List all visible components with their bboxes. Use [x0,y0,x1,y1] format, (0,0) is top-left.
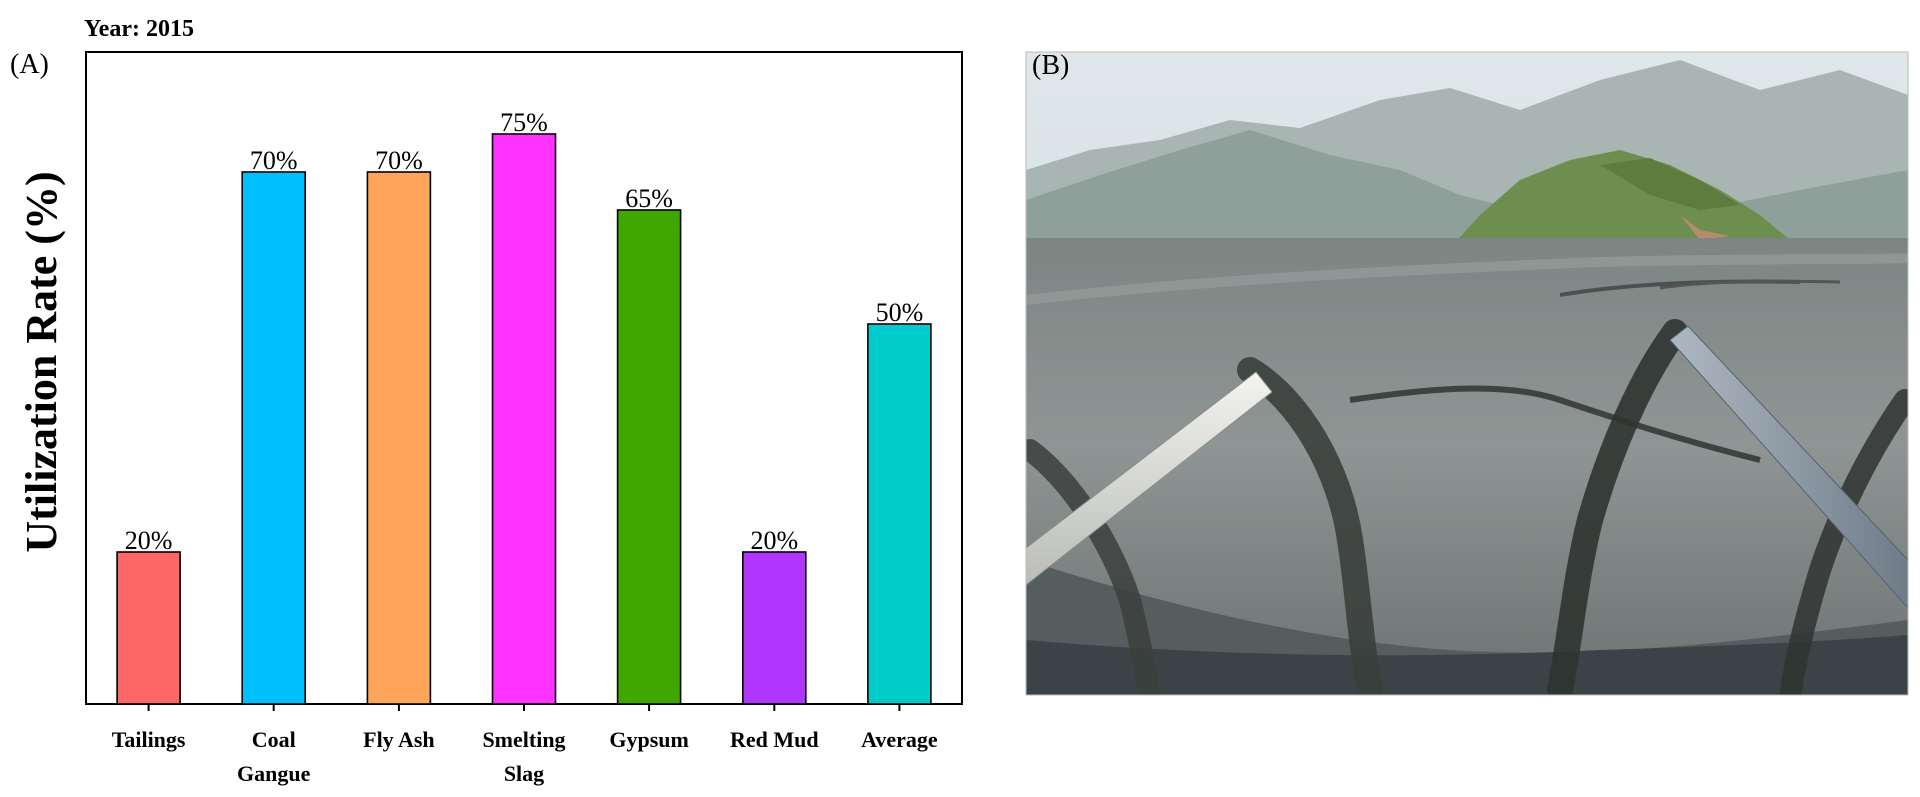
x-tick-label: Smelting Slag [482,727,565,786]
photo-image [1026,52,1908,695]
x-tick-label-line: Fly Ash [363,727,435,752]
x-tick-label-line: Tailings [112,727,186,752]
data-label: 70% [250,146,298,175]
bar-fly-ash [366,171,432,705]
x-ticks-group [147,704,901,711]
x-tick-label: Tailings [112,727,186,752]
x-tick-label-line: Average [861,727,938,752]
photo-frame [1025,51,1909,696]
year-caption: Year: 2015 [84,16,194,42]
data-label: 75% [500,108,548,137]
x-tick-label-line: Smelting [482,727,565,752]
x-tick-label-line: Gangue [237,761,311,786]
data-label: 65% [625,184,673,213]
x-tick-label: Coal Gangue [237,727,311,786]
bar-smelting-slag [491,133,557,705]
bar-red-mud [741,551,807,705]
x-tick-label-line: Gypsum [609,727,688,752]
bar-coal-gangue [241,171,306,705]
x-tick-label: Red Mud [730,727,819,752]
bar-tailings [116,551,181,705]
bar-gypsum [616,209,682,705]
data-labels-group: 20% 70% 70% 75% 65% 20% 50% [125,108,923,555]
y-axis-label: Utilization Rate (%) [17,171,66,552]
data-label: 20% [125,526,173,555]
x-tick-label-line: Coal [252,727,296,752]
x-tick-label-line: Red Mud [730,727,819,752]
panel-b-photo: (B) [1025,50,1909,696]
data-label: 70% [375,146,423,175]
panel-b-label: (B) [1032,50,1069,81]
x-tick-labels-group: Tailings Coal Gangue Fly Ash Smelting Slag Gyp… [112,727,938,786]
x-tick-label: Average [861,727,938,752]
x-tick-label: Fly Ash [363,727,435,752]
x-tick-label: Gypsum [609,727,688,752]
bar-average [867,323,932,705]
data-label: 20% [750,526,798,555]
bars-group [116,133,932,705]
panel-a-bar-chart: (A) Year: 2015 Utilization Rate (%) 20% 7… [10,16,963,786]
panel-a-label: (A) [10,49,49,80]
x-tick-label-line: Slag [504,761,544,786]
data-label: 50% [876,298,924,327]
